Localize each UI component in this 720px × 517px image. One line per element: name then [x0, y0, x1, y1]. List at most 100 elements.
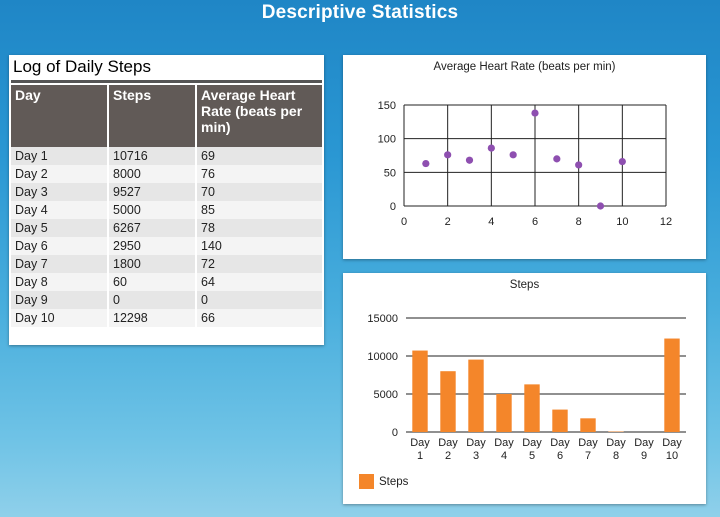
cell-heart-rate: 69 [196, 147, 322, 165]
cell-heart-rate: 70 [196, 183, 322, 201]
scatter-point [444, 151, 452, 159]
bar-y-tick-label: 10000 [367, 351, 398, 363]
scatter-y-tick-label: 100 [378, 134, 396, 146]
steps-table: Day Steps Average Heart Rate (beats per … [11, 85, 322, 327]
legend-label-steps: Steps [379, 475, 409, 488]
cell-day: Day 6 [11, 237, 109, 255]
cell-steps: 10716 [108, 147, 197, 165]
cell-steps: 9527 [108, 183, 197, 201]
bar-category-label: Day 1 [410, 437, 430, 462]
table-row: Day 10 12298 66 [11, 309, 322, 327]
scatter-y-tick-label: 0 [390, 201, 396, 213]
cell-heart-rate: 72 [196, 255, 322, 273]
cell-day: Day 8 [11, 273, 109, 291]
bar [468, 359, 484, 432]
table-title-divider [11, 80, 322, 83]
cell-steps: 5000 [108, 201, 197, 219]
cell-heart-rate: 85 [196, 201, 322, 219]
cell-day: Day 2 [11, 165, 109, 183]
cell-steps: 8000 [108, 165, 197, 183]
bar [440, 371, 456, 432]
header-heart-rate: Average Heart Rate (beats per min) [196, 85, 322, 147]
bar [412, 350, 428, 432]
scatter-point [422, 159, 430, 168]
steps-chart-card: Steps 0 5000 10000 15000 Day 1 Day 2 Day 3 Day 4 Day… [343, 273, 706, 504]
cell-steps: 6267 [108, 219, 197, 237]
cell-heart-rate: 0 [196, 291, 322, 309]
bar-category-label: Day 9 [634, 437, 654, 462]
bar [496, 394, 512, 432]
table-row: Day 5 6267 78 [11, 219, 322, 237]
bar [552, 409, 568, 432]
scatter-point [487, 144, 495, 152]
table-row: Day 8 60 64 [11, 273, 322, 291]
cell-steps: 60 [108, 273, 197, 291]
bar-category-label: Day 5 [522, 437, 542, 462]
bar-y-tick-label: 0 [392, 427, 398, 439]
cell-heart-rate: 64 [196, 273, 322, 291]
bar-y-tick-label: 15000 [367, 313, 398, 325]
scatter-point [531, 109, 539, 117]
cell-steps: 2950 [108, 237, 197, 255]
bar-category-label: Day 8 [606, 437, 626, 462]
bar [524, 384, 540, 432]
table-row: Day 1 10716 69 [11, 147, 322, 165]
cell-steps: 1800 [108, 255, 197, 273]
heart-rate-chart-card: Average Heart Rate (beats per min) 0 50 10… [343, 55, 706, 259]
bar-category-label: Day 10 [662, 437, 682, 462]
cell-steps: 0 [108, 291, 197, 309]
scatter-point [509, 151, 517, 159]
scatter-x-tick-label: 2 [445, 216, 451, 228]
header-day: Day [11, 85, 109, 147]
scatter-x-tick-label: 8 [576, 216, 582, 228]
steps-bar-chart: 0 5000 10000 15000 Day 1 Day 2 Day 3 Day 4 Day 5 Day 6 D… [367, 313, 686, 462]
bar-category-label: Day 6 [550, 437, 570, 462]
page-title: Descriptive Statistics [261, 2, 459, 23]
table-title: Log of Daily Steps [13, 57, 151, 76]
bar [664, 338, 680, 432]
chart-legend: Steps [359, 474, 408, 489]
scatter-point [575, 161, 583, 169]
cell-day: Day 5 [11, 219, 109, 237]
table-header-row: Day Steps Average Heart Rate (beats per … [11, 85, 322, 147]
scatter-x-tick-label: 0 [401, 216, 407, 228]
legend-swatch-steps [359, 474, 374, 489]
bar-category-label: Day 2 [438, 437, 458, 462]
cell-heart-rate: 76 [196, 165, 322, 183]
cell-day: Day 9 [11, 291, 109, 309]
table-row: Day 7 1800 72 [11, 255, 322, 273]
cell-steps: 12298 [108, 309, 197, 327]
cell-day: Day 4 [11, 201, 109, 219]
scatter-y-tick-label: 50 [384, 167, 396, 179]
scatter-x-tick-label: 6 [532, 216, 538, 228]
scatter-point [465, 156, 474, 164]
table-row: Day 4 5000 85 [11, 201, 322, 219]
table-row: Day 6 2950 140 [11, 237, 322, 255]
steps-table-card: Log of Daily Steps Day Steps Average Hea… [9, 55, 324, 345]
bar [580, 418, 596, 432]
scatter-point [618, 157, 626, 166]
bar-y-tick-label: 5000 [374, 389, 398, 401]
scatter-point [596, 202, 605, 210]
heart-rate-scatter-chart: 0 50 100 150 0 2 4 6 8 10 12 [378, 100, 672, 228]
bar-chart-title: Steps [509, 279, 540, 291]
scatter-chart-title: Average Heart Rate (beats per min) [433, 61, 616, 73]
table-row: Day 3 9527 70 [11, 183, 322, 201]
table-row: Day 2 8000 76 [11, 165, 322, 183]
cell-heart-rate: 78 [196, 219, 322, 237]
cell-heart-rate: 140 [196, 237, 322, 255]
scatter-x-tick-label: 10 [616, 216, 628, 228]
scatter-y-tick-label: 150 [378, 100, 396, 112]
cell-day: Day 3 [11, 183, 109, 201]
cell-day: Day 10 [11, 309, 109, 327]
scatter-point [553, 155, 561, 163]
cell-heart-rate: 66 [196, 309, 322, 327]
scatter-x-tick-label: 4 [488, 216, 494, 228]
scatter-x-tick-label: 12 [660, 216, 672, 228]
cell-day: Day 1 [11, 147, 109, 165]
bar-category-label: Day 4 [494, 437, 514, 462]
bar-category-label: Day 7 [578, 437, 598, 462]
bar-category-label: Day 3 [466, 437, 486, 462]
